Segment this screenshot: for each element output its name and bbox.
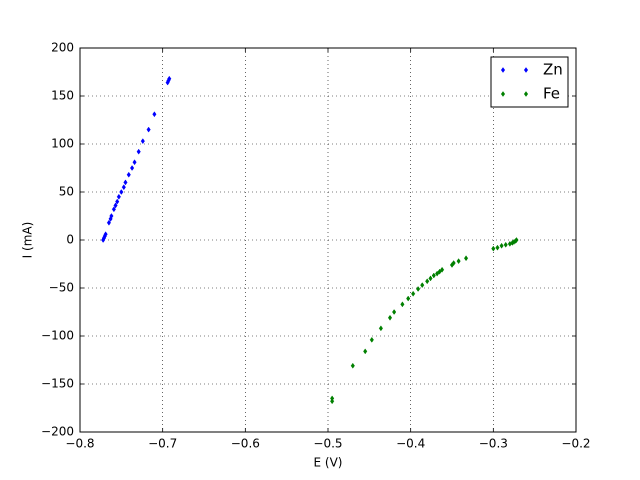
x-tick-label: −0.4 bbox=[396, 437, 425, 451]
data-point bbox=[350, 362, 355, 369]
data-point bbox=[106, 219, 111, 226]
data-point bbox=[451, 260, 456, 266]
legend-marker bbox=[500, 67, 506, 73]
legend-marker bbox=[500, 91, 506, 97]
legend-box bbox=[490, 56, 569, 108]
data-point bbox=[152, 111, 157, 118]
data-point bbox=[406, 295, 411, 302]
data-point bbox=[369, 336, 374, 343]
data-point bbox=[363, 348, 368, 355]
x-tick-label: −0.3 bbox=[479, 437, 508, 451]
data-point bbox=[167, 75, 172, 82]
data-point bbox=[119, 189, 124, 195]
data-point bbox=[121, 184, 126, 191]
data-point bbox=[431, 272, 436, 279]
y-tick-label: 200 bbox=[51, 41, 74, 55]
data-point bbox=[116, 193, 121, 200]
data-point bbox=[437, 268, 442, 275]
data-point bbox=[400, 301, 405, 308]
data-point bbox=[126, 171, 131, 178]
data-point bbox=[130, 165, 135, 171]
data-point bbox=[330, 398, 335, 405]
data-point bbox=[463, 255, 469, 262]
legend-marker bbox=[523, 67, 529, 73]
data-point bbox=[456, 258, 461, 265]
y-tick-label: −150 bbox=[41, 377, 74, 391]
data-point bbox=[115, 198, 120, 205]
data-point bbox=[103, 231, 108, 238]
plot-frame bbox=[79, 47, 577, 433]
x-tick-label: −0.7 bbox=[148, 437, 177, 451]
data-point bbox=[123, 179, 128, 186]
data-point bbox=[416, 286, 421, 292]
data-point bbox=[491, 245, 496, 252]
legend-marker bbox=[523, 91, 529, 97]
data-point bbox=[411, 290, 416, 297]
legend-label: Zn bbox=[543, 61, 563, 79]
data-point bbox=[146, 126, 151, 133]
data-point bbox=[420, 282, 425, 289]
y-tick-label: 100 bbox=[51, 137, 74, 151]
data-point bbox=[387, 314, 393, 321]
data-point bbox=[109, 213, 114, 219]
data-point bbox=[111, 206, 116, 213]
y-axis-label: I (mA) bbox=[21, 222, 35, 259]
data-point bbox=[514, 237, 519, 243]
data-point bbox=[435, 270, 440, 277]
y-tick-label: 50 bbox=[59, 185, 74, 199]
y-tick-label: −200 bbox=[41, 425, 74, 439]
x-axis-label: E (V) bbox=[314, 456, 343, 470]
data-point bbox=[113, 202, 118, 209]
data-point bbox=[140, 138, 145, 145]
data-point bbox=[503, 241, 508, 248]
data-point bbox=[392, 309, 397, 315]
data-point bbox=[136, 148, 141, 155]
data-point bbox=[425, 278, 430, 285]
y-tick-label: 150 bbox=[51, 89, 74, 103]
y-tick-label: −50 bbox=[49, 281, 74, 295]
y-tick-label: −100 bbox=[41, 329, 74, 343]
data-point bbox=[378, 325, 383, 332]
data-point bbox=[428, 275, 433, 282]
legend-label: Fe bbox=[543, 85, 560, 103]
data-point bbox=[495, 244, 500, 251]
x-tick-label: −0.5 bbox=[313, 437, 342, 451]
data-point bbox=[499, 242, 504, 249]
x-tick-label: −0.2 bbox=[561, 437, 590, 451]
x-tick-label: −0.6 bbox=[231, 437, 260, 451]
y-tick-label: 0 bbox=[66, 233, 74, 247]
data-point bbox=[132, 159, 137, 166]
data-point bbox=[440, 266, 445, 273]
x-tick-label: −0.8 bbox=[65, 437, 94, 451]
